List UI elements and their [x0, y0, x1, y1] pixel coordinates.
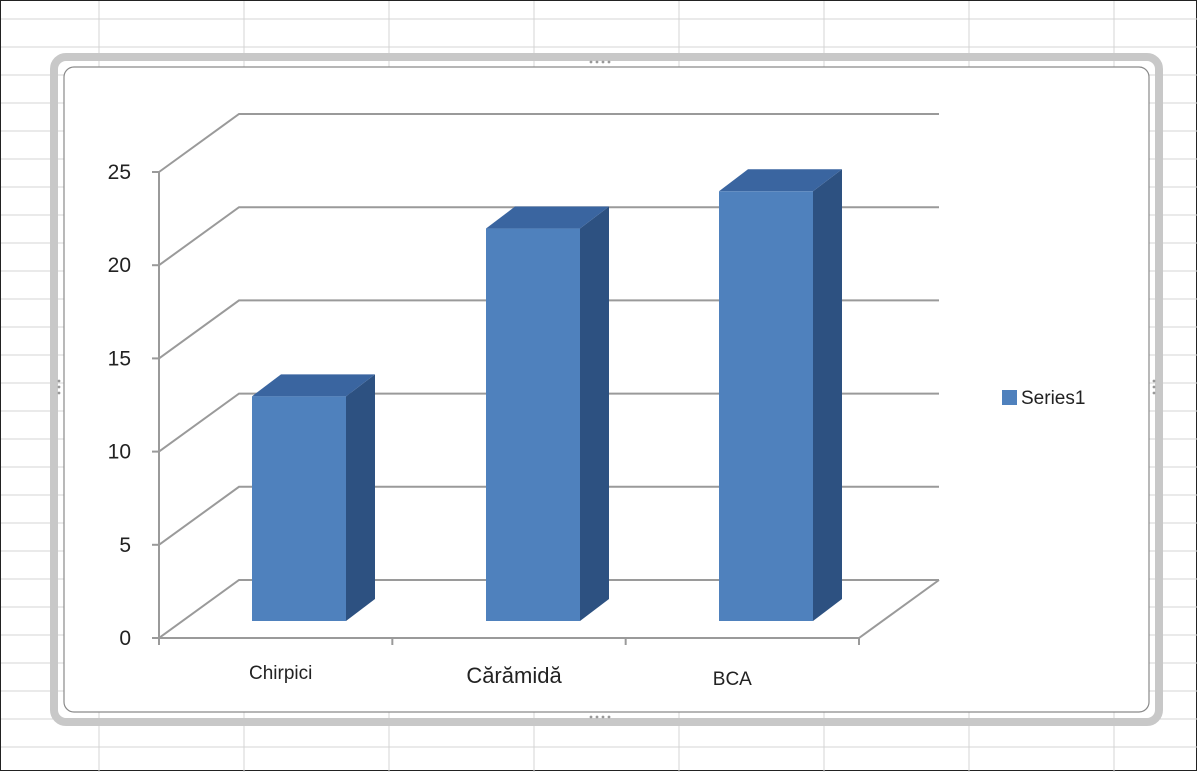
- x-tick-label: Chirpici: [249, 663, 312, 684]
- bar[interactable]: [486, 206, 609, 621]
- y-tick-label: 0: [119, 627, 131, 650]
- legend[interactable]: Series1: [1002, 388, 1085, 409]
- bar-top-face: [486, 206, 609, 229]
- resize-handle-top[interactable]: [589, 60, 611, 64]
- bar-top-face: [719, 169, 842, 192]
- bar-side-face: [813, 169, 842, 621]
- y-tick-label: 15: [108, 347, 131, 370]
- y-tick-label: 10: [108, 441, 131, 464]
- gridline: [158, 113, 939, 173]
- floor-edge: [858, 579, 940, 639]
- bar-front-face: [486, 228, 580, 621]
- bar[interactable]: [252, 374, 375, 621]
- gridline: [158, 206, 939, 267]
- x-tick-label: BCA: [713, 669, 752, 690]
- y-tick-label: 5: [119, 534, 131, 557]
- axes: 0 5 10 15 20 25 Chirpici Cărămidă BCA: [108, 161, 860, 690]
- gridline: [158, 485, 939, 546]
- gridline: [158, 392, 939, 453]
- bar-top-face: [252, 374, 375, 397]
- resize-handle-bottom[interactable]: [589, 715, 611, 719]
- plot-gridlines: [158, 113, 940, 639]
- resize-handle-left[interactable]: [57, 379, 61, 395]
- gridline: [158, 299, 939, 360]
- x-tick-label: Cărămidă: [466, 663, 562, 688]
- y-tick-label: 25: [108, 161, 131, 184]
- resize-handle-right[interactable]: [1152, 379, 1156, 395]
- bar-front-face: [252, 396, 346, 621]
- gridline: [158, 579, 939, 639]
- bar-side-face: [346, 374, 375, 621]
- y-tick-label: 20: [108, 254, 131, 277]
- legend-swatch: [1002, 390, 1017, 405]
- bar[interactable]: [719, 169, 842, 621]
- chart-selection-border[interactable]: [50, 53, 1163, 726]
- bars: [252, 169, 842, 621]
- bar-front-face: [719, 191, 813, 621]
- legend-label: Series1: [1021, 388, 1085, 409]
- bar-side-face: [580, 206, 609, 621]
